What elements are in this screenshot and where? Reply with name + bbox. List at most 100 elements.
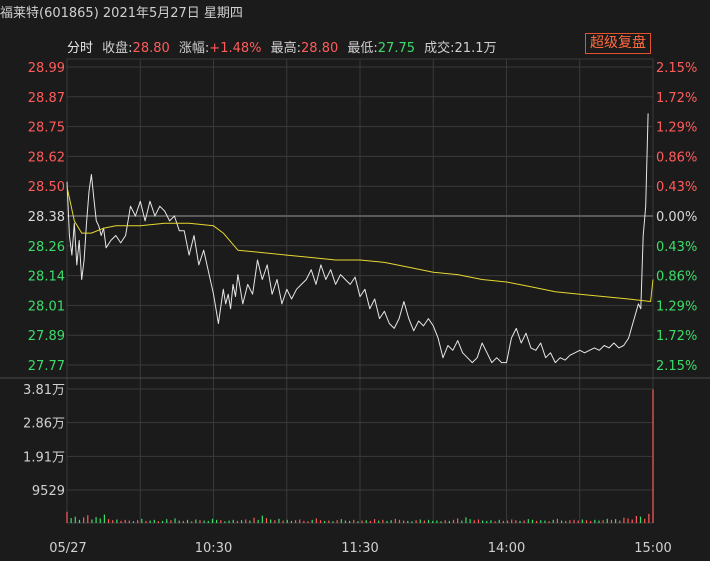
volume-bar [166,519,168,523]
volume-bar [282,520,284,523]
time-tick-label: 05/27 [49,541,86,556]
volume-bar [153,519,155,523]
volume-bar [299,519,301,523]
volume-bar [627,518,629,523]
volume-bar [494,521,496,523]
volume-bar [216,519,218,523]
volume-bar [232,519,234,523]
volume-bar [199,520,201,523]
volume-tick-label: 1.91万 [23,450,65,465]
percent-tick-label: 1.72% [656,329,697,344]
volume-bar [548,521,550,523]
price-tick-label: 28.14 [28,270,65,285]
volume-bar [336,520,338,523]
percent-tick-label: 0.00% [656,210,697,225]
time-tick-label: 11:30 [341,541,378,556]
volume-bar [124,519,126,523]
percent-tick-label: 1.72% [656,91,697,106]
volume-bar [311,519,313,523]
volume-bar [419,519,421,523]
volume-bar [328,520,330,523]
volume-bar [95,517,97,523]
volume-bar [461,520,463,523]
page-title: 福莱特(601865) 2021年5月27日 星期四 [0,6,243,21]
volume-bar [257,519,259,523]
volume-bar [569,520,571,523]
volume-bar [78,519,81,523]
volume-bar [240,520,243,523]
volume-bar [270,519,272,523]
volume-bar [565,520,567,523]
volume-bar [631,519,633,523]
price-axis: 28.99 28.87 28.75 28.62 28.50 28.38 28.26 28.14… [28,61,65,374]
volume-bar [386,520,388,523]
volume-axis: 3.81万 2.86万 1.91万 9529 [23,383,65,499]
volume-bar [211,518,214,523]
volume-bar [74,516,76,523]
mode-label[interactable]: 分时 [67,41,94,56]
volume-bar [344,520,347,523]
volume-bar [432,520,434,523]
time-tick-label: 10:30 [195,541,232,556]
volume-label: 成交: [424,41,455,56]
volume-bar [482,520,484,523]
volume-bar [594,519,596,523]
percent-tick-label: 0.43% [656,180,697,195]
change-value: +1.48% [209,41,262,56]
volume-bar [236,520,238,523]
price-tick-label: 28.26 [28,240,65,255]
volume-bar [403,520,405,523]
time-tick-label: 14:00 [488,541,525,556]
volume-bar [220,520,222,523]
change-label: 涨幅: [178,41,210,56]
close-value: 28.80 [132,41,170,56]
percent-tick-label: 0.86% [656,150,697,165]
volume-bar [469,519,471,523]
volume-bar [511,519,513,523]
volume-bar [581,519,583,523]
volume-bar [498,519,500,523]
volume-bar [598,520,600,523]
volume-bar [137,520,139,523]
volume-bar [186,519,189,523]
volume-tick-label: 2.86万 [23,417,65,432]
volume-bar [265,518,268,523]
volume-bar [315,518,317,523]
super-review-button[interactable]: 超级复盘 [585,33,651,54]
volume-tick-label: 3.81万 [23,383,65,398]
volume-bar [103,514,106,523]
volume-bar [415,520,417,523]
percent-tick-label: 2.15% [656,359,697,374]
high-value: 28.80 [301,41,339,56]
volume-bar [540,520,542,523]
volume-bar [527,519,529,523]
volume-bar [365,520,367,523]
price-tick-label: 28.99 [28,61,65,76]
volume-bar [116,519,118,523]
volume-bar [332,521,334,523]
volume-bar [224,521,226,523]
volume-bar [490,520,492,523]
volume-bar [145,520,147,523]
volume-bar [652,389,654,523]
volume-bar [544,520,546,523]
volume-bar [149,520,151,523]
volume-bar [465,517,467,523]
volume-bar [107,519,110,523]
volume-bar [182,520,184,523]
price-tick-label: 28.75 [28,121,65,136]
low-label: 最低: [347,41,378,56]
volume-bar [477,519,480,523]
volume-bar [502,520,504,523]
volume-bar [560,520,563,523]
volume-bar [294,520,297,523]
percent-tick-label: 2.15% [656,61,697,76]
price-lines [66,113,654,364]
volume-bar [407,520,409,523]
volume-bar [614,519,617,523]
volume-bar [639,516,642,523]
price-line [66,113,649,364]
average-price-line [66,186,654,302]
volume-bar [132,521,135,523]
volume-bar [398,519,401,523]
